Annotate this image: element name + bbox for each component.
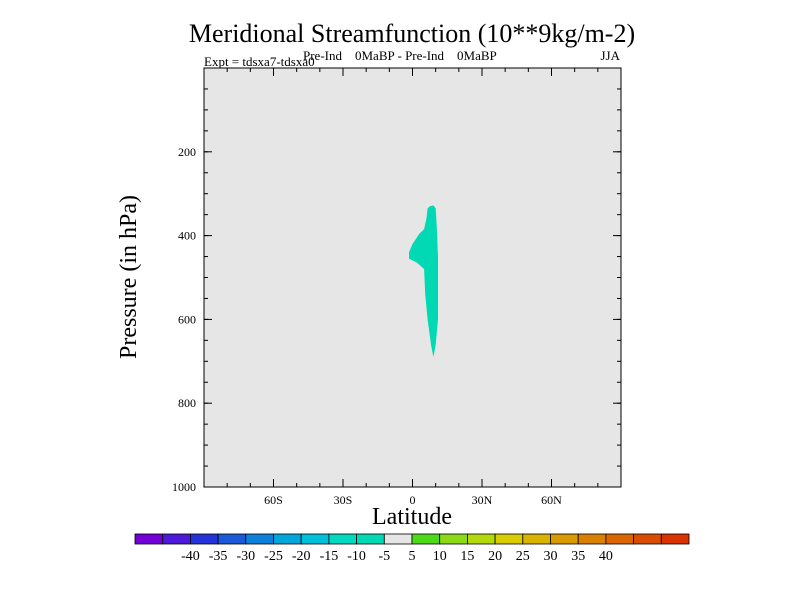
plot-background: [204, 68, 621, 487]
y-tick-label: 1000: [172, 480, 196, 494]
colorbar-swatch: [466, 533, 496, 545]
colorbar-label: -25: [264, 549, 283, 564]
chart-title: Meridional Streamfunction (10**9kg/m-2): [189, 19, 635, 48]
colorbar-swatch: [189, 533, 219, 545]
colorbar-label: -10: [347, 549, 366, 564]
colorbar-label: 25: [516, 549, 530, 564]
colorbar-swatch: [577, 533, 607, 545]
colorbar-swatch: [300, 533, 330, 545]
colorbar-label: -5: [378, 549, 390, 564]
colorbar-swatch: [356, 533, 385, 545]
y-axis-label: Pressure (in hPa): [116, 195, 142, 359]
x-tick-label: 30S: [334, 493, 353, 507]
colorbar-swatch: [383, 533, 413, 545]
colorbar-swatch: [605, 533, 635, 545]
colorbar-swatch: [328, 533, 357, 545]
colorbar-swatch: [439, 533, 468, 545]
colorbar-swatch: [134, 533, 164, 545]
colorbar-swatch: [245, 533, 274, 545]
x-axis-label: Latitude: [372, 504, 452, 530]
contour-region-positive-5-to-10: [409, 205, 438, 358]
colorbar-swatch: [633, 533, 662, 545]
season-label: JJA: [600, 48, 620, 63]
y-tick-label: 200: [178, 145, 196, 159]
x-tick-label: 60S: [264, 493, 283, 507]
colorbar-label: -40: [181, 549, 200, 564]
x-tick-label: 30N: [472, 493, 493, 507]
colorbar-label: 20: [488, 549, 502, 564]
colorbar-label: 35: [571, 549, 585, 564]
y-tick-label: 800: [178, 396, 196, 410]
colorbar-swatch: [273, 533, 302, 545]
colorbar-label: 15: [460, 549, 474, 564]
colorbar-swatch: [550, 533, 579, 545]
colorbar-label: 30: [544, 549, 558, 564]
colorbar-label: 40: [599, 549, 613, 564]
colorbar-swatch: [494, 533, 524, 545]
colorbar-swatch: [162, 533, 191, 545]
colorbar-label: -30: [236, 549, 255, 564]
colorbar-swatch: [522, 533, 551, 545]
y-tick-label: 600: [178, 312, 196, 326]
x-tick-label: 60N: [541, 493, 562, 507]
colorbar-label: -20: [292, 549, 311, 564]
plot-area: 60S 30S 0 30N 60N 200 400 600 800 1000: [172, 67, 622, 507]
y-tick-label: 400: [178, 229, 196, 243]
x-tick-label: 0: [410, 493, 416, 507]
colorbar-label: 5: [409, 549, 416, 564]
period-label: Pre-Ind 0MaBP - Pre-Ind 0MaBP: [303, 48, 497, 63]
colorbar-label: 10: [433, 549, 447, 564]
colorbar-swatch: [411, 533, 441, 545]
colorbar-swatch: [660, 533, 690, 545]
colorbar-label: -35: [209, 549, 228, 564]
colorbar-swatch: [217, 533, 247, 545]
experiment-label: Expt = tdsxa7-tdsxa0: [204, 54, 315, 69]
colorbar: -40 -35 -30 -25 -20 -15 -10 -5 5 10 15 20 25 30 35 40: [134, 533, 690, 564]
colorbar-label: -15: [320, 549, 339, 564]
